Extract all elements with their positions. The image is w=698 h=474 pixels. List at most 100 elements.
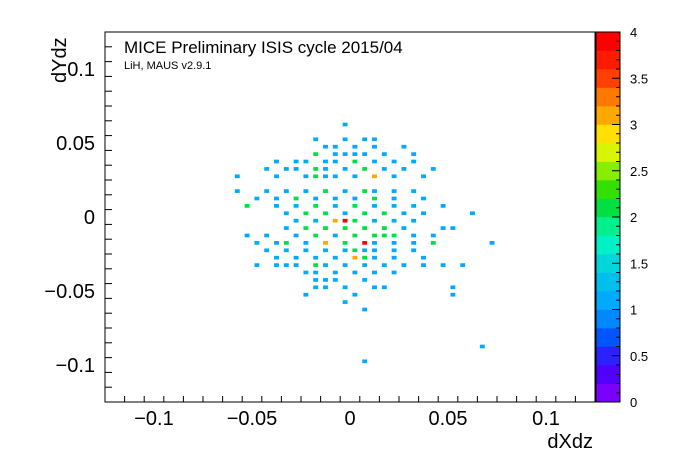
histogram-cell [411, 218, 417, 223]
histogram-cell [293, 218, 299, 223]
histogram-cell [421, 263, 426, 267]
histogram-cell [293, 204, 299, 208]
histogram-cell [401, 226, 407, 230]
plot-frame [104, 31, 596, 403]
histogram-cell [303, 248, 309, 253]
palette-band [596, 309, 620, 329]
histogram-cell [332, 196, 338, 201]
histogram-cell [372, 137, 377, 142]
histogram-cell [332, 152, 338, 156]
palette-band [596, 291, 620, 310]
histogram-cell [323, 159, 328, 164]
histogram-cell [372, 189, 377, 193]
histogram-cell [283, 211, 289, 216]
histogram-cell [342, 137, 348, 142]
histogram-cell [372, 270, 377, 275]
histogram-cell [401, 211, 407, 216]
histogram-cell [391, 204, 397, 208]
palette-band [596, 217, 620, 236]
x-tick-label: −0.1 [134, 408, 173, 430]
y-tick-label: 0.1 [67, 59, 95, 81]
histogram-cell [342, 167, 348, 171]
histogram-cell [342, 248, 348, 253]
x-tick-label: 0.1 [532, 408, 560, 430]
histogram-cell [274, 255, 279, 260]
histogram-cell [323, 211, 328, 216]
palette-band [596, 50, 620, 70]
histogram-cell [303, 226, 309, 230]
x-axis-label: dXdz [547, 431, 593, 453]
histogram-cell [372, 218, 377, 223]
histogram-cell [254, 241, 260, 245]
histogram-cell [293, 263, 299, 267]
histogram-cell [372, 241, 377, 245]
histogram-cell [303, 270, 309, 275]
histogram-cell [323, 241, 328, 245]
histogram-cell [440, 263, 446, 267]
histogram-cell [411, 159, 417, 164]
histogram-cell [352, 292, 358, 297]
palette-tick-label: 3.5 [630, 71, 648, 86]
histogram-cell [352, 174, 358, 179]
histogram-cell [342, 241, 348, 245]
histogram-cell [283, 263, 289, 267]
histogram-cell [391, 255, 397, 260]
palette-band [596, 87, 620, 107]
histogram-cell [460, 263, 466, 267]
histogram-cell [264, 248, 270, 253]
color-palette: 0 0.5 1 1.5 2 2.5 3 3.5 4 [595, 25, 648, 410]
histogram-cell [381, 233, 387, 238]
y-axis-label: dYdz [49, 37, 71, 83]
histogram-cell [430, 167, 436, 171]
histogram-cell [342, 226, 348, 230]
histogram-cell [342, 211, 348, 216]
histogram-cell [381, 226, 387, 230]
histogram-cell [313, 167, 319, 171]
histogram-cell [352, 204, 358, 208]
histogram-cell [391, 218, 397, 223]
histogram-cell [313, 270, 319, 275]
x-axis: −0.1 −0.05 0 0.05 0.1 [104, 396, 596, 430]
histogram-cell [313, 278, 319, 282]
x-tick-label: −0.05 [227, 408, 278, 430]
histogram-cell [391, 159, 397, 164]
histogram-cell [313, 137, 319, 142]
histogram-cell [332, 174, 338, 179]
histogram-cell [274, 196, 279, 201]
histogram-cell [401, 263, 407, 267]
histogram-cell [362, 278, 368, 282]
histogram-cell [401, 167, 407, 171]
histogram-cell [234, 174, 240, 179]
histogram-cell [303, 211, 309, 216]
palette-band [596, 106, 620, 125]
histogram-cell [244, 204, 250, 208]
histogram-cell [450, 226, 456, 230]
histogram-cell [293, 159, 299, 164]
histogram-cell [323, 189, 328, 193]
histogram-cell [323, 226, 328, 230]
histogram-cell [254, 196, 260, 201]
histogram-cell [274, 241, 279, 245]
histogram-cell [362, 248, 368, 253]
histogram-cell [401, 144, 407, 149]
histogram-cell [274, 174, 279, 179]
histogram-cell [332, 233, 338, 238]
histogram-cell [264, 189, 270, 193]
histogram-cell [411, 152, 417, 156]
histogram-cell [411, 204, 417, 208]
histogram-cell [293, 255, 299, 260]
histogram-cell [293, 196, 299, 201]
histogram-cell [283, 189, 289, 193]
histogram-cell [391, 233, 397, 238]
histogram-cell [352, 218, 358, 223]
histogram-cell [440, 204, 446, 208]
histogram-cell [313, 152, 319, 156]
histogram-cell [381, 152, 387, 156]
histogram-cell [274, 204, 279, 208]
histogram-cell [313, 218, 319, 223]
histogram-cell [362, 255, 368, 260]
histogram-cell [234, 189, 240, 193]
y-tick-label: −0.1 [56, 355, 95, 377]
histogram-cell [303, 174, 309, 179]
